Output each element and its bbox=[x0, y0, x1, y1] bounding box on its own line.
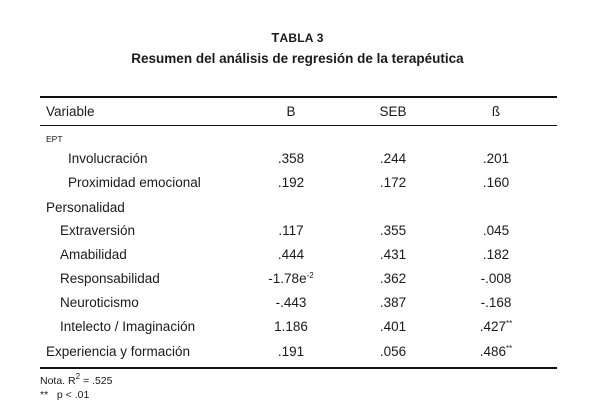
header-rule bbox=[40, 125, 557, 126]
cell-beta: -.168 bbox=[480, 295, 512, 310]
row-label: Experiencia y formación bbox=[46, 344, 191, 359]
cell-b: 1.186 bbox=[274, 319, 308, 334]
cell-seb: .401 bbox=[379, 319, 407, 334]
group-label-personalidad: Personalidad bbox=[46, 200, 125, 215]
row-label: Neuroticismo bbox=[60, 295, 139, 310]
cell-beta: .182 bbox=[482, 247, 510, 262]
cell-beta-value: .427 bbox=[479, 319, 507, 334]
row-label: Amabilidad bbox=[60, 247, 127, 262]
cell-beta: .201 bbox=[482, 151, 510, 166]
cell-seb: .244 bbox=[379, 151, 407, 166]
significance-marker: ** bbox=[506, 344, 513, 353]
cell-b: .117 bbox=[278, 223, 304, 238]
group-label-ept: EPT bbox=[46, 134, 63, 144]
cell-beta-value: .486 bbox=[479, 344, 507, 359]
note-r2-value: = .525 bbox=[80, 375, 113, 387]
row-label: Proximidad emocional bbox=[68, 175, 201, 190]
cell-b: -.443 bbox=[275, 295, 307, 310]
cell-beta: .045 bbox=[482, 223, 510, 238]
cell-b-exponent: -2 bbox=[306, 271, 314, 280]
row-label: Intelecto / Imaginación bbox=[60, 319, 196, 334]
cell-beta: .427** bbox=[455, 319, 537, 335]
note-r2-prefix: Nota. R bbox=[40, 375, 76, 387]
table-number-initial: T bbox=[271, 30, 280, 45]
cell-beta: .486** bbox=[455, 344, 537, 360]
cell-seb: .172 bbox=[379, 175, 407, 190]
row-label: Responsabilidad bbox=[60, 271, 160, 286]
cell-b: .191 bbox=[277, 344, 305, 359]
header-b: B bbox=[286, 104, 296, 119]
note-r2: Nota. R2 = .525 bbox=[40, 372, 113, 388]
table-number: TABLA 3 bbox=[0, 30, 595, 45]
cell-seb: .362 bbox=[379, 271, 407, 286]
row-label: Involucración bbox=[68, 151, 148, 166]
cell-b: .358 bbox=[277, 151, 305, 166]
table-number-rest: ABLA 3 bbox=[279, 31, 324, 45]
cell-b: .444 bbox=[277, 247, 305, 262]
cell-b: -1.78e-2 bbox=[250, 271, 332, 287]
cell-beta: -.008 bbox=[480, 271, 512, 286]
cell-b-value: -1.78e bbox=[268, 271, 307, 286]
cell-seb: .431 bbox=[379, 247, 407, 262]
top-rule bbox=[40, 96, 557, 98]
cell-seb: .387 bbox=[379, 295, 407, 310]
note-r2-exponent: 2 bbox=[75, 372, 81, 381]
table-title: Resumen del análisis de regresión de la … bbox=[131, 51, 464, 66]
cell-b: .192 bbox=[277, 175, 305, 190]
significance-marker: ** bbox=[506, 319, 513, 328]
bottom-rule bbox=[40, 367, 557, 369]
cell-seb: .056 bbox=[379, 344, 407, 359]
note-significance: ** p < .01 bbox=[40, 389, 90, 401]
cell-beta: .160 bbox=[482, 175, 510, 190]
header-beta: ß bbox=[491, 104, 501, 119]
row-label: Extraversión bbox=[60, 223, 136, 238]
cell-seb: .355 bbox=[379, 223, 407, 238]
header-seb: SEB bbox=[379, 104, 407, 119]
header-variable: Variable bbox=[46, 104, 95, 119]
